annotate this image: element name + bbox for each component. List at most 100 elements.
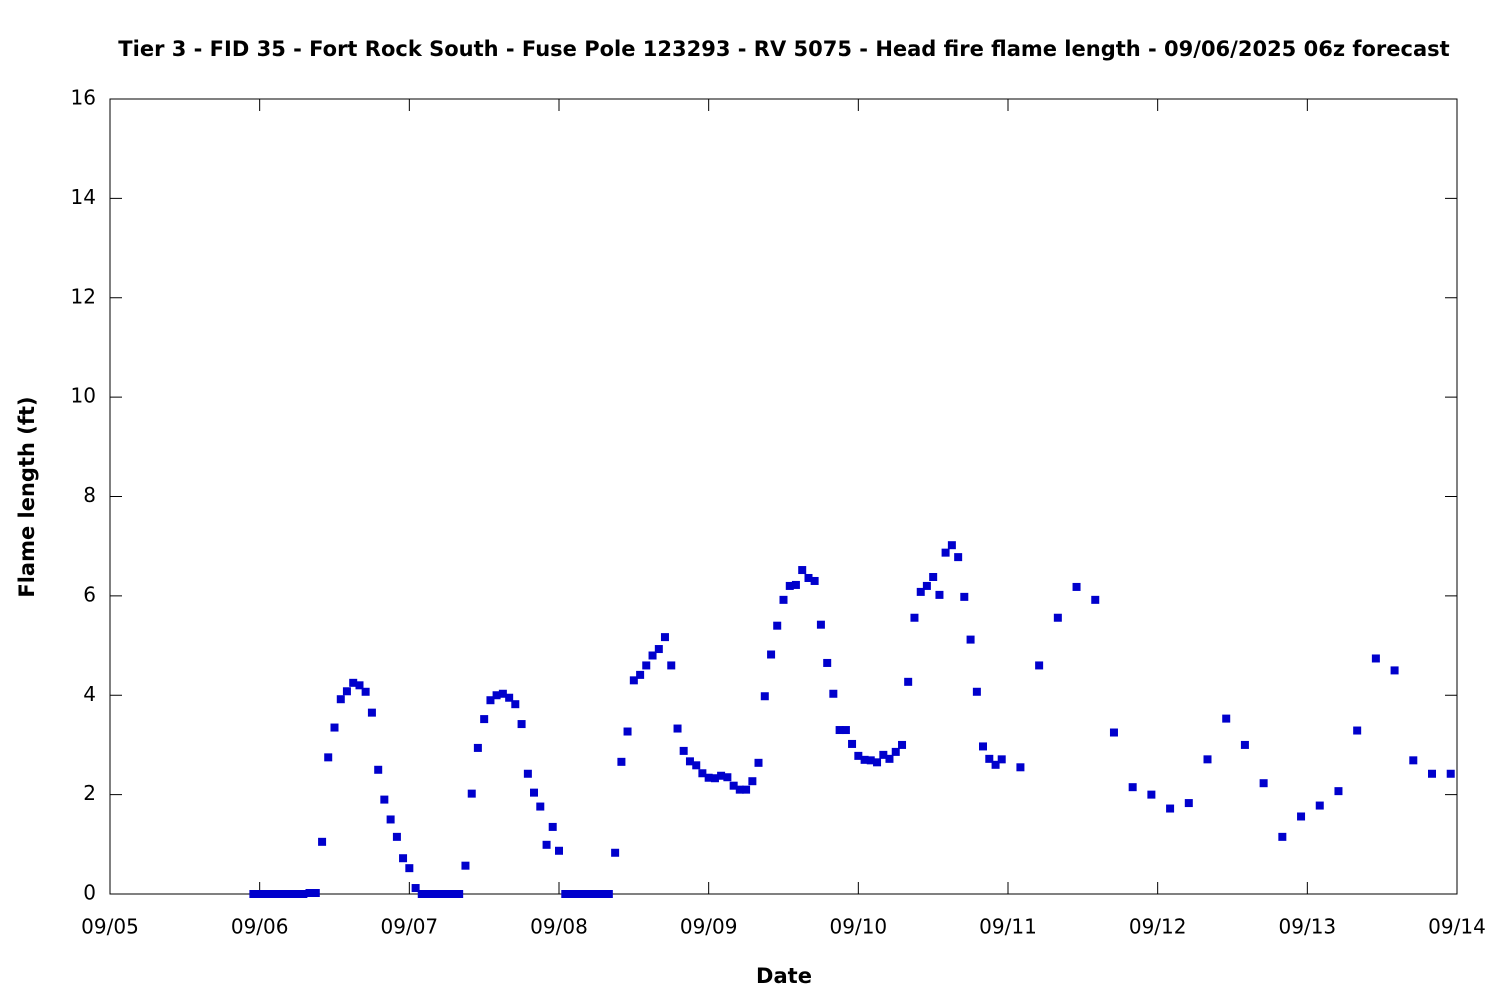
data-point: [966, 635, 975, 644]
data-point: [486, 696, 495, 705]
data-point: [960, 592, 969, 601]
data-point: [349, 678, 358, 687]
data-point: [530, 788, 539, 797]
data-point: [910, 613, 919, 622]
data-point: [1446, 769, 1455, 778]
data-point: [935, 590, 944, 599]
data-point: [436, 890, 445, 898]
data-point: [330, 723, 339, 732]
data-point: [810, 576, 819, 585]
data-point: [823, 658, 832, 667]
y-tick-label: 4: [83, 682, 96, 706]
data-point: [604, 890, 613, 898]
data-point: [979, 742, 988, 751]
data-point: [1297, 812, 1306, 821]
data-point: [1016, 763, 1025, 772]
data-point: [467, 789, 476, 798]
data-point: [717, 771, 726, 780]
data-point: [542, 840, 551, 849]
data-point: [523, 769, 532, 778]
data-point: [1409, 756, 1418, 765]
x-tick-label: 09/06: [231, 915, 289, 939]
data-point: [704, 773, 713, 782]
x-tick-label: 09/14: [1428, 915, 1486, 939]
data-point: [261, 890, 270, 898]
data-point: [748, 777, 757, 786]
data-point: [916, 587, 925, 596]
y-tick-label: 2: [83, 781, 96, 805]
data-point: [548, 822, 557, 831]
data-point: [342, 687, 351, 696]
data-point: [561, 890, 570, 898]
data-point: [791, 580, 800, 589]
data-point: [424, 890, 433, 898]
data-point: [891, 747, 900, 756]
x-tick-label: 09/12: [1129, 915, 1187, 939]
data-point: [1203, 755, 1212, 764]
data-point: [1259, 779, 1268, 788]
data-point: [1053, 613, 1062, 622]
data-point: [785, 581, 794, 590]
data-point: [305, 889, 314, 898]
data-point: [735, 785, 744, 794]
y-tick-label: 0: [83, 881, 96, 905]
data-point: [430, 890, 439, 898]
data-point: [692, 761, 701, 770]
data-point: [636, 670, 645, 679]
data-point: [742, 785, 751, 794]
data-point: [567, 890, 576, 898]
data-point: [760, 692, 769, 701]
data-point: [598, 890, 607, 898]
plot-frame: [109, 98, 1458, 895]
data-point: [473, 743, 482, 752]
data-point: [673, 724, 682, 733]
x-tick-label: 09/09: [680, 915, 738, 939]
data-point: [1072, 582, 1081, 591]
data-point: [1353, 726, 1362, 735]
data-point: [498, 689, 507, 698]
data-point: [829, 689, 838, 698]
x-tick-label: 09/11: [979, 915, 1037, 939]
data-point: [555, 846, 563, 855]
data-point: [399, 854, 408, 863]
data-point: [941, 548, 950, 557]
data-point: [754, 758, 763, 767]
data-point: [361, 687, 370, 696]
data-point: [729, 781, 738, 790]
data-point: [405, 864, 414, 873]
data-point: [654, 645, 663, 654]
data-point: [380, 795, 389, 804]
data-point: [885, 754, 894, 763]
data-point: [667, 661, 676, 670]
data-point: [816, 620, 825, 629]
data-point: [579, 890, 588, 898]
data-point: [480, 715, 489, 724]
data-point: [798, 566, 807, 575]
data-point: [685, 757, 694, 766]
data-point: [848, 739, 857, 748]
data-point: [442, 890, 451, 898]
data-point: [698, 769, 707, 778]
y-tick-label: 8: [83, 483, 96, 507]
data-point: [392, 832, 401, 841]
data-point: [1035, 661, 1044, 670]
data-point: [841, 726, 850, 735]
data-point: [449, 890, 458, 898]
data-point: [904, 677, 913, 686]
data-point: [592, 890, 601, 898]
y-axis-label: Flame length (ft): [15, 396, 39, 597]
data-point: [299, 890, 308, 898]
data-point: [311, 889, 320, 898]
data-point: [324, 753, 333, 762]
data-point: [1428, 769, 1437, 778]
data-point: [1128, 783, 1137, 792]
data-point: [1278, 832, 1287, 841]
data-point: [386, 815, 395, 824]
data-point: [461, 861, 470, 870]
data-point: [648, 651, 657, 660]
data-point: [492, 691, 501, 700]
data-point: [573, 890, 582, 898]
y-tick-label: 14: [71, 185, 96, 209]
chart-title: Tier 3 - FID 35 - Fort Rock South - Fuse…: [118, 37, 1449, 61]
